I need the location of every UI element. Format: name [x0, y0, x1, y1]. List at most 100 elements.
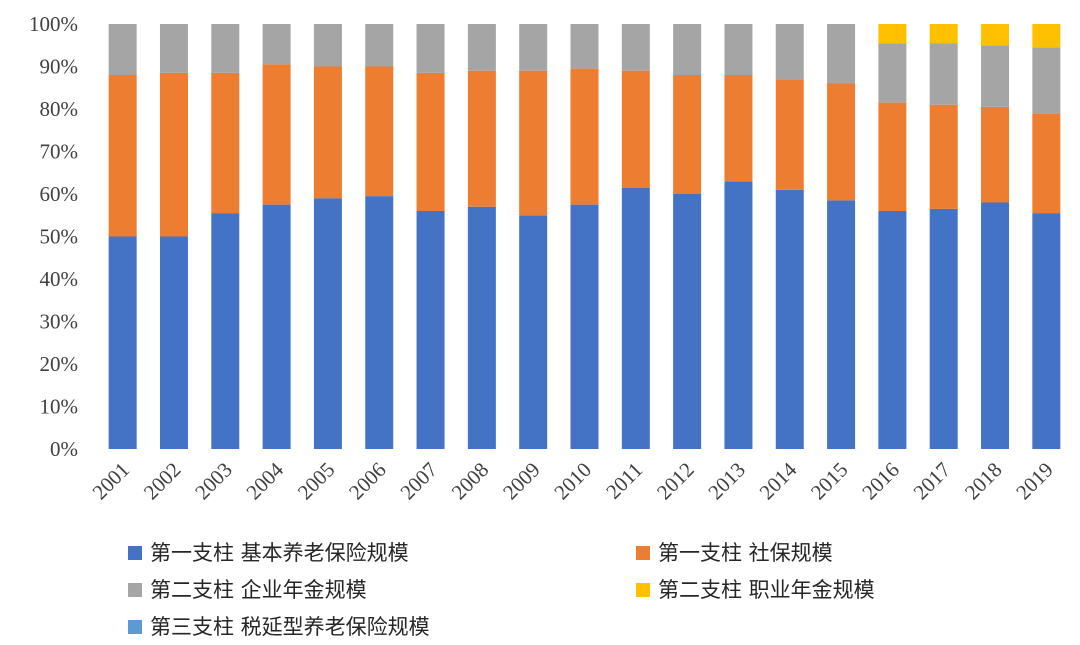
bar-segment	[878, 102, 907, 211]
bar-segment	[365, 66, 394, 197]
y-tick-label: 60%	[40, 182, 79, 206]
bar-segment	[878, 24, 907, 44]
bar-segment	[211, 213, 240, 449]
bar-segment	[570, 68, 599, 205]
legend-label: 第三支柱 税延型养老保险规模	[150, 615, 430, 639]
bar-segment	[108, 75, 137, 237]
bar-segment	[262, 64, 291, 205]
legend-label: 第二支柱 企业年金规模	[150, 578, 367, 602]
bar-segment	[775, 24, 804, 80]
bar-segment	[929, 104, 958, 209]
bar-segment	[313, 24, 342, 67]
bar-segment	[878, 43, 907, 103]
x-tick-label: 2011	[601, 458, 647, 504]
x-tick-label: 2004	[241, 457, 288, 504]
bar-segment	[724, 24, 753, 75]
legend-label: 第二支柱 职业年金规模	[658, 578, 875, 602]
bar-segment	[570, 204, 599, 449]
bar-segment	[519, 24, 548, 71]
x-tick-label: 2005	[293, 458, 340, 505]
y-tick-label: 20%	[40, 352, 79, 376]
bar-segment	[1032, 113, 1061, 214]
bar-segment	[775, 79, 804, 190]
bar-segment	[159, 24, 188, 73]
bar-segment	[467, 70, 496, 207]
bar-segment	[416, 72, 445, 211]
x-tick-label: 2006	[344, 458, 391, 505]
bar-segment	[1032, 213, 1061, 449]
bar-segment	[416, 24, 445, 73]
bar-segment	[827, 200, 856, 449]
x-tick-label: 2010	[549, 458, 596, 505]
bar-segment	[467, 206, 496, 449]
x-axis: 2001 2002 2003 2004 2005 2006 2007 2008 2009 2010…	[88, 457, 1058, 504]
y-tick-label: 100%	[29, 12, 78, 36]
y-tick-label: 10%	[40, 395, 79, 419]
bar-segment	[673, 24, 702, 75]
y-tick-label: 70%	[40, 140, 79, 164]
bar-segment	[108, 24, 137, 75]
bar-segment	[981, 202, 1010, 449]
y-tick-label: 30%	[40, 310, 79, 334]
bar-segment	[929, 43, 958, 105]
x-tick-label: 2013	[703, 458, 750, 505]
x-tick-label: 2007	[395, 458, 442, 505]
x-tick-label: 2012	[652, 458, 699, 505]
x-tick-label: 2018	[960, 458, 1007, 505]
y-tick-label: 50%	[40, 225, 79, 249]
bar-segment	[724, 75, 753, 182]
bar-segment	[211, 24, 240, 73]
legend-swatch	[636, 546, 650, 560]
bar-segment	[159, 236, 188, 449]
bar-segment	[878, 211, 907, 449]
bar-segment	[416, 211, 445, 449]
bar-segment	[519, 70, 548, 216]
bar-segment	[621, 70, 650, 188]
bar-segment	[724, 181, 753, 449]
bar-segment	[929, 208, 958, 449]
bar-segment	[108, 236, 137, 449]
y-tick-label: 80%	[40, 97, 79, 121]
bar-segment	[313, 66, 342, 199]
x-tick-label: 2002	[139, 458, 186, 505]
bar-segment	[159, 72, 188, 237]
x-tick-label: 2009	[498, 458, 545, 505]
bar-segment	[570, 24, 599, 69]
x-tick-label: 2015	[806, 458, 853, 505]
x-tick-label: 2003	[190, 458, 237, 505]
bar-segment	[365, 196, 394, 450]
y-axis: 0% 10% 20% 30% 40% 50% 60% 70% 80% 90% 100%	[29, 12, 78, 461]
bars	[108, 24, 1061, 450]
bar-segment	[981, 45, 1010, 107]
legend-swatch	[636, 583, 650, 597]
bar-segment	[519, 215, 548, 449]
bar-segment	[1032, 24, 1061, 48]
legend-swatch	[128, 546, 142, 560]
legend-swatch	[128, 620, 142, 634]
bar-segment	[467, 24, 496, 71]
x-tick-label: 2001	[88, 458, 135, 505]
bar-segment	[929, 24, 958, 44]
bar-segment	[365, 24, 394, 67]
bar-segment	[827, 83, 856, 201]
bar-segment	[621, 187, 650, 450]
bar-segment	[211, 72, 240, 214]
bar-segment	[981, 24, 1010, 46]
x-tick-label: 2019	[1011, 458, 1058, 505]
bar-segment	[673, 194, 702, 449]
x-tick-label: 2016	[857, 458, 904, 505]
bar-segment	[827, 24, 856, 84]
bar-segment	[262, 24, 291, 65]
y-tick-label: 40%	[40, 267, 79, 291]
x-tick-label: 2017	[909, 458, 956, 505]
x-tick-label: 2014	[755, 457, 802, 504]
bar-segment	[313, 198, 342, 449]
bar-segment	[1032, 47, 1061, 114]
legend-label: 第一支柱 基本养老保险规模	[150, 541, 409, 565]
bar-segment	[775, 189, 804, 449]
legend-label: 第一支柱 社保规模	[658, 541, 833, 565]
bar-segment	[673, 75, 702, 194]
bar-segment	[981, 106, 1010, 203]
